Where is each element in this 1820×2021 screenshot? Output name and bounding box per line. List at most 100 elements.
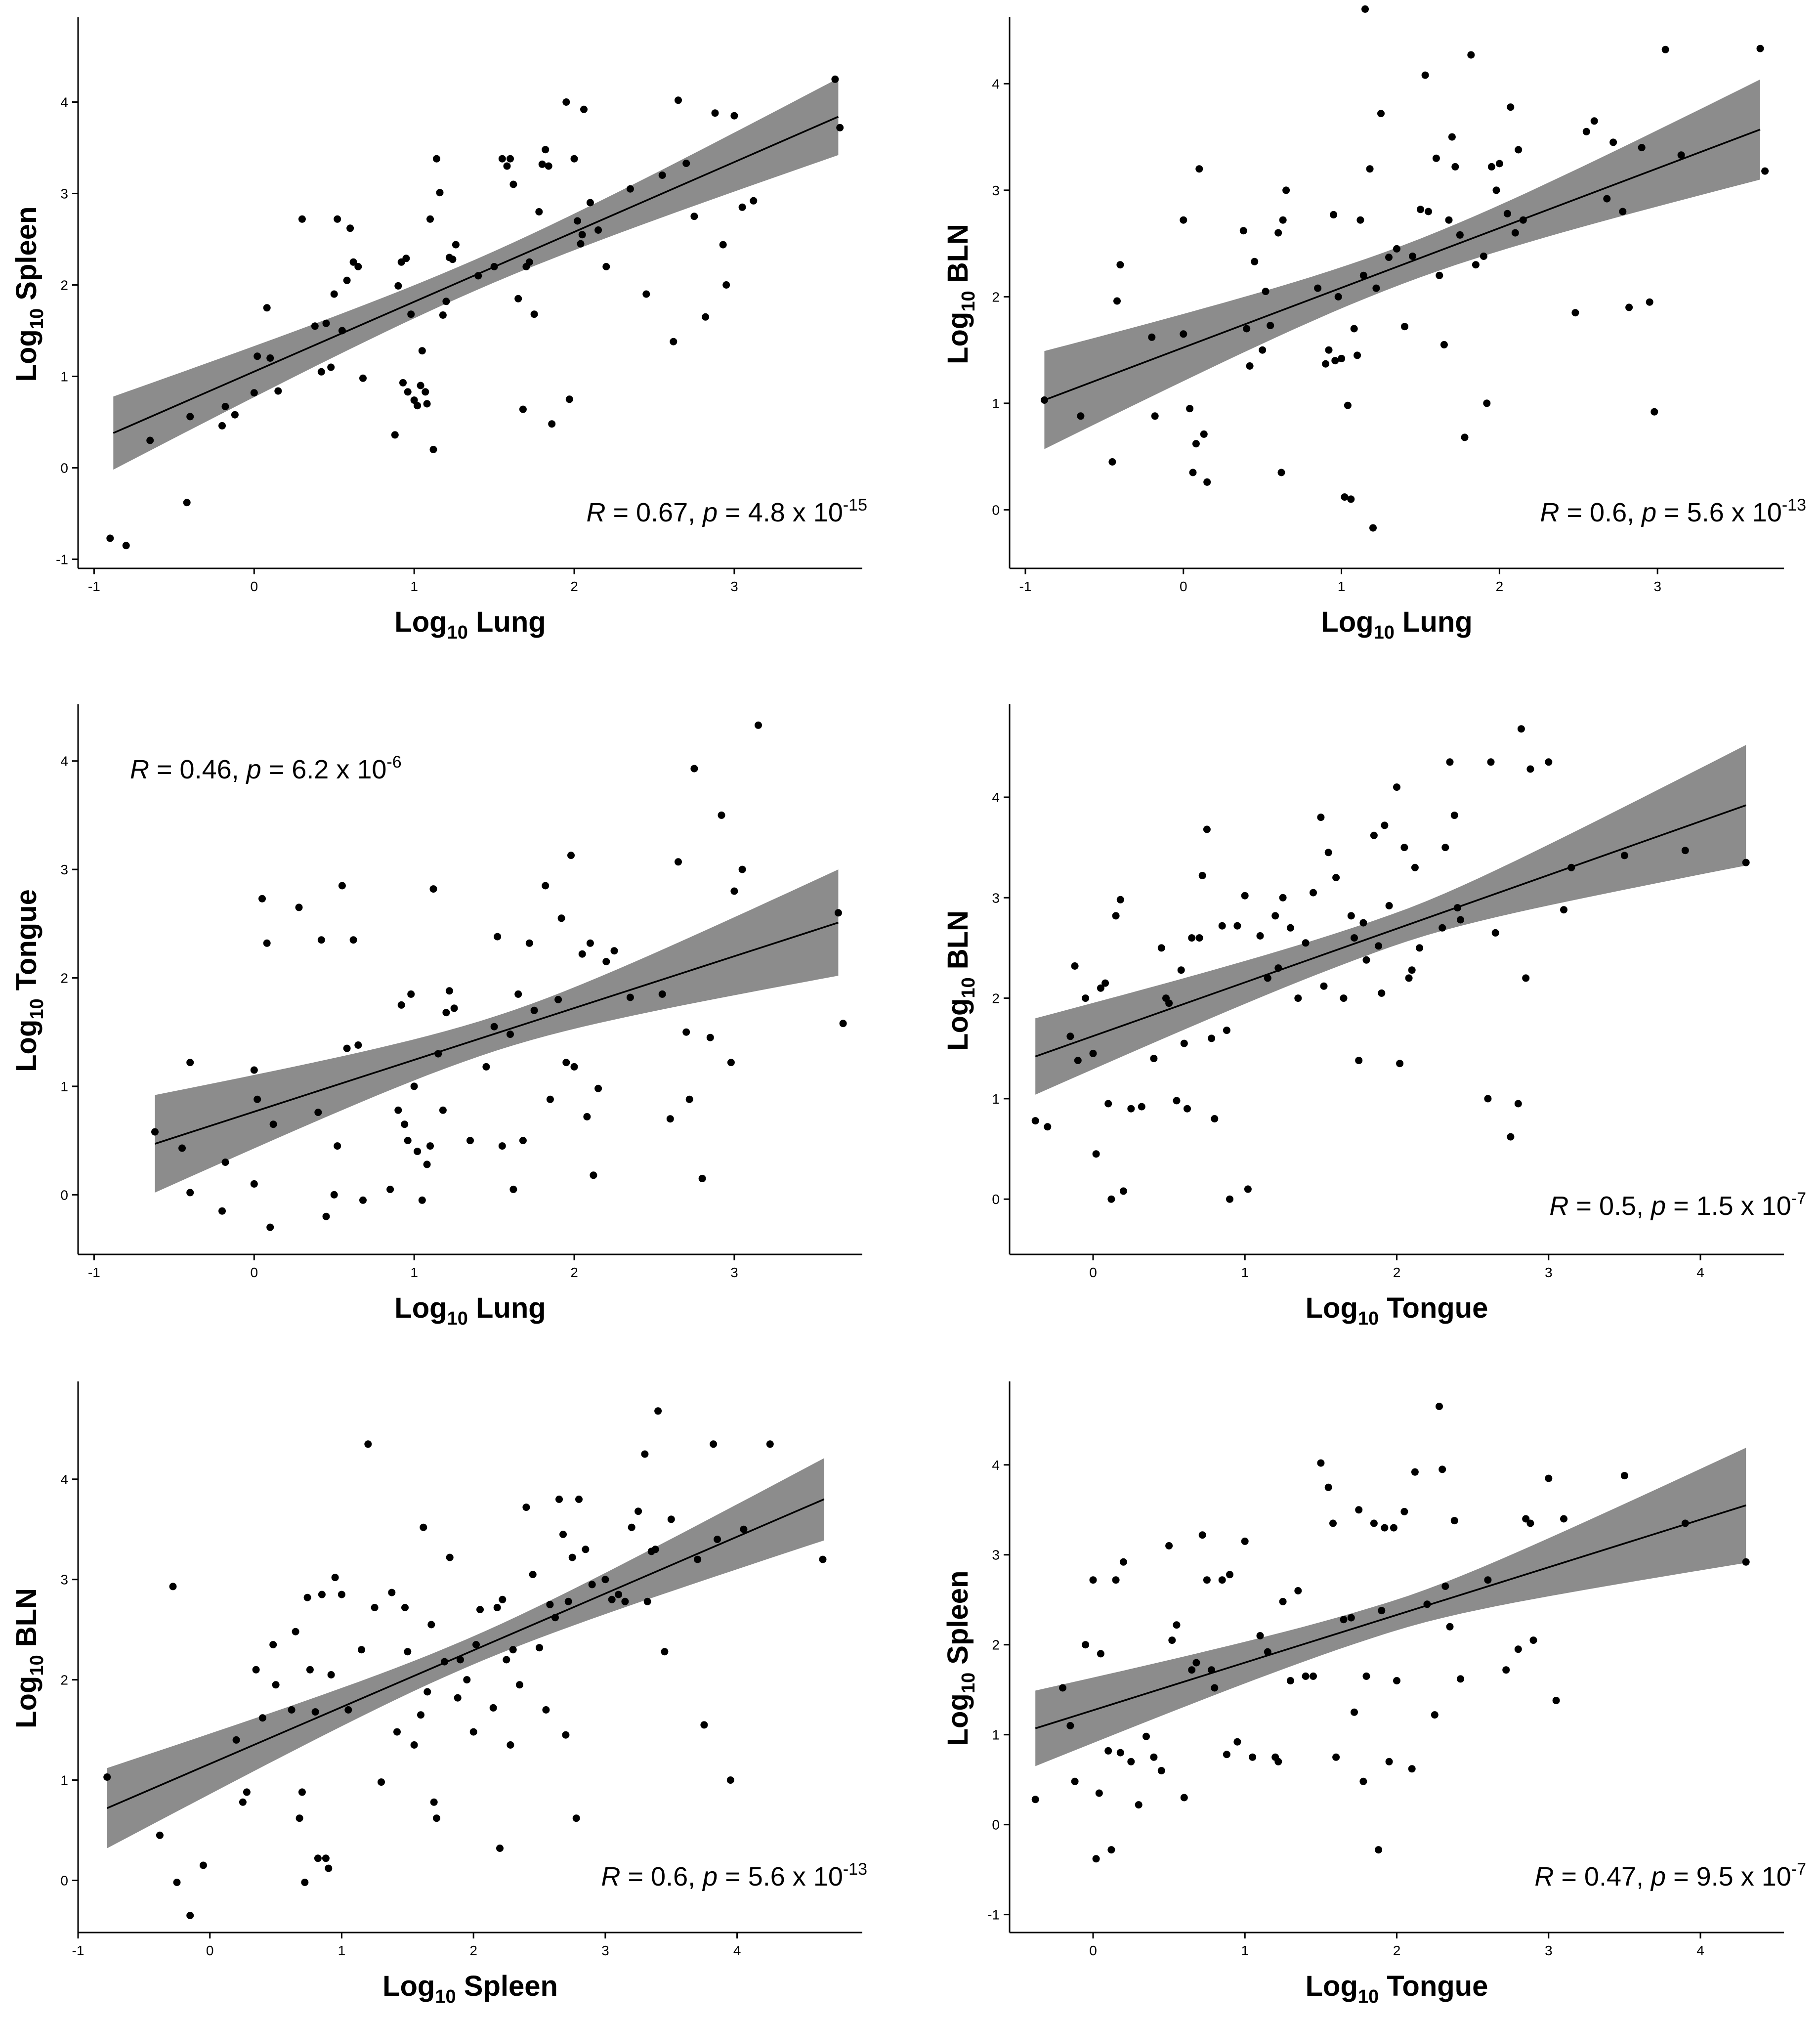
data-point <box>311 1708 319 1716</box>
x-axis-title-base: Log <box>1306 1970 1358 2002</box>
data-point <box>1385 902 1393 909</box>
data-point <box>621 1597 629 1605</box>
data-point <box>555 1495 563 1503</box>
data-point <box>1286 924 1294 932</box>
data-point <box>338 1591 345 1598</box>
annotation-p-label: p <box>702 498 718 527</box>
data-point <box>1370 1519 1378 1527</box>
y-axis-title: Log10 Tongue <box>10 889 47 1072</box>
data-point <box>349 258 357 266</box>
data-point <box>327 1671 335 1678</box>
data-point <box>1681 1519 1689 1527</box>
y-axis-title-name: Spleen <box>10 207 42 308</box>
x-tick-label: 2 <box>570 1265 578 1280</box>
y-axis-title-subscript: 10 <box>958 291 979 311</box>
data-point <box>1112 912 1120 920</box>
data-point <box>426 215 434 223</box>
data-point <box>371 1604 379 1611</box>
data-point <box>1279 894 1287 902</box>
data-point <box>1314 284 1322 292</box>
data-point <box>572 1814 580 1822</box>
data-point <box>1370 831 1378 839</box>
data-point <box>1157 1767 1165 1774</box>
y-axis-title-name: Tongue <box>10 889 42 998</box>
x-tick-label: 1 <box>1338 579 1346 594</box>
data-point <box>1104 1747 1112 1755</box>
data-point <box>178 1144 186 1152</box>
data-point <box>509 1185 517 1193</box>
y-axis-title-base: Log <box>10 1676 42 1728</box>
x-tick-label: 2 <box>570 579 578 594</box>
data-point <box>525 258 533 266</box>
annotation-p-exponent: -7 <box>1791 1189 1806 1208</box>
data-point <box>258 895 266 903</box>
data-point <box>507 155 514 163</box>
data-point <box>628 1523 635 1531</box>
y-axis-title-name: BLN <box>942 224 974 291</box>
data-point <box>1264 974 1271 982</box>
data-point <box>441 1658 448 1666</box>
data-point <box>1582 128 1590 135</box>
data-point <box>702 313 710 321</box>
data-point <box>1385 1758 1393 1765</box>
data-point <box>1440 341 1448 348</box>
data-point <box>706 1033 714 1041</box>
data-point <box>1302 939 1310 947</box>
data-point <box>378 1778 385 1786</box>
data-point <box>1457 916 1464 924</box>
data-point <box>1180 1039 1188 1047</box>
y-tick-label: 2 <box>60 1673 68 1688</box>
data-point <box>1347 1614 1355 1622</box>
data-point <box>186 1059 194 1067</box>
data-point <box>730 112 738 120</box>
data-point <box>836 124 844 131</box>
data-point <box>577 240 585 248</box>
data-point <box>535 208 543 215</box>
data-point <box>1031 1796 1039 1804</box>
data-point <box>258 1714 266 1722</box>
data-point <box>263 304 271 312</box>
x-axis-title: Log10 Lung <box>394 606 546 643</box>
data-point <box>1310 1672 1317 1680</box>
data-point <box>266 1223 274 1231</box>
data-point <box>1638 144 1646 152</box>
data-point <box>1411 1468 1419 1476</box>
data-point <box>586 199 594 207</box>
data-point <box>1625 303 1633 311</box>
data-point <box>442 298 450 305</box>
data-point <box>1425 208 1432 215</box>
annotation-p-label: p <box>702 1862 718 1892</box>
data-point <box>306 1666 314 1674</box>
data-point <box>1620 1472 1628 1480</box>
data-point <box>529 1571 537 1579</box>
data-point <box>1330 211 1338 218</box>
data-point <box>1150 1753 1158 1761</box>
data-point <box>1331 357 1339 365</box>
data-point <box>1274 229 1282 237</box>
data-point <box>1340 994 1348 1002</box>
data-point <box>588 1581 596 1589</box>
data-point <box>186 413 194 421</box>
data-point <box>466 1137 474 1145</box>
x-tick-label: -1 <box>88 579 100 594</box>
data-point <box>567 852 575 860</box>
confidence-band <box>155 869 839 1193</box>
data-point <box>1393 245 1400 253</box>
annotation-p-exponent: -6 <box>386 753 401 772</box>
data-point <box>1472 261 1480 269</box>
data-point <box>578 950 586 958</box>
data-point <box>1529 1636 1537 1644</box>
data-point <box>1074 1057 1082 1065</box>
data-point <box>1097 1650 1104 1658</box>
data-point <box>542 882 550 890</box>
data-point <box>1286 1677 1294 1684</box>
data-point <box>311 322 319 330</box>
data-point <box>250 389 258 397</box>
data-point <box>641 1450 649 1458</box>
data-point <box>626 185 634 193</box>
y-tick-label: 0 <box>60 1187 68 1203</box>
regression-line <box>1044 129 1761 401</box>
data-point <box>407 990 415 998</box>
data-point <box>218 422 226 430</box>
